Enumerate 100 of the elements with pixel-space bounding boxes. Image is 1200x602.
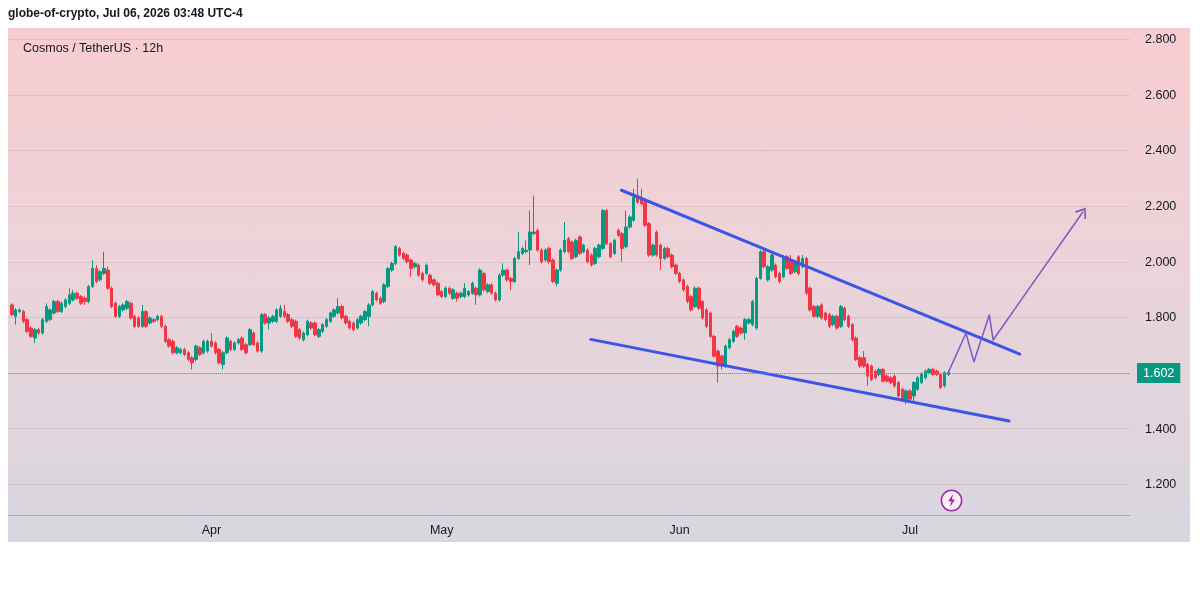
candlestick [455,291,459,303]
candlestick [908,388,912,402]
candlestick [118,304,121,319]
candlestick [148,315,152,326]
candlestick [739,325,743,336]
candlestick [313,320,317,337]
y-tick-label: 1.800 [1145,310,1177,325]
candlestick [194,344,198,362]
candlestick [831,314,835,327]
candlestick [870,363,873,382]
candlestick [471,281,474,296]
x-tick-label: Jun [669,522,690,537]
candlestick [486,282,490,294]
candlestick [137,315,140,329]
candlestick [263,312,267,326]
candlestick [417,262,420,278]
candlestick [141,304,144,329]
candlestick [375,291,378,303]
text: Cosmos / TetherUS · 12h [23,40,164,55]
candlestick [75,291,79,301]
candlestick [321,322,324,334]
candlestick [590,252,593,268]
candlestick [402,251,405,261]
candlestick [37,327,40,336]
candlestick [877,367,881,377]
candlestick [144,309,148,329]
candlestick [267,315,271,331]
candlestick [943,370,946,389]
x-tick-label: May [429,522,455,537]
candlestick [229,339,232,352]
candlestick [379,296,382,306]
candlestick [294,319,298,339]
y-tick-label: 1.400 [1145,421,1177,436]
candlestick [663,246,666,261]
y-tick-label: 2.200 [1145,199,1177,214]
candlestick [931,367,935,377]
candlestick [570,239,574,261]
candlestick [482,271,486,293]
candlestick [95,264,98,284]
candlestick [743,317,747,341]
candlestick [451,287,455,301]
candlestick [283,304,286,319]
candlestick [544,247,547,263]
candlestick [352,320,355,332]
candlestick [927,367,931,375]
y-tick-label: 2.000 [1145,254,1177,269]
candlestick [912,380,916,404]
candlestick [240,335,244,352]
candlestick [474,286,478,306]
candlestick [306,319,309,337]
candlestick [735,324,739,339]
candlestick [68,287,71,306]
candlestick [448,286,451,296]
candlestick [156,314,159,322]
y-tick-label: 1.200 [1145,477,1177,492]
ref-line-label: 1.602 [1143,366,1175,381]
candlestick [79,294,83,306]
candlestick [190,355,194,370]
candlestick [10,302,14,317]
candlestick [60,301,63,314]
candlestick [874,368,877,380]
y-tick-label: 2.600 [1145,87,1177,102]
y-tick-label: 2.800 [1145,32,1177,47]
candlestick [413,261,417,269]
candlestick [820,302,823,321]
y-tick-label: 2.400 [1145,143,1177,158]
candlestick [317,327,321,339]
candlestick [179,347,182,355]
candlestick [198,345,202,357]
candlestick [248,327,252,347]
x-tick-label: Apr [201,522,222,537]
candlestick [279,304,282,319]
candlestick [260,312,263,354]
candlestick [348,319,351,331]
candlestick [171,339,175,355]
candlestick [425,262,428,276]
candlestick [881,367,885,384]
candlestick [33,327,37,344]
candlestick [828,312,831,329]
candlestick [398,246,401,258]
candlestick [202,339,205,355]
candlestick [762,249,766,269]
candlestick [336,297,340,316]
candlestick [152,317,156,324]
candlestick [71,289,75,303]
candlestick [444,286,447,299]
candlestick [889,375,893,385]
candlestick [816,304,820,319]
candlestick [924,368,927,380]
candlestick [620,231,624,263]
candlestick [774,262,777,279]
candlestick [183,347,186,357]
candlestick [340,304,344,321]
candlestick [651,243,655,258]
candlestick [83,296,87,306]
candlestick [329,311,332,324]
candlestick [14,307,17,326]
candlestick [175,345,179,355]
candlestick [939,372,942,390]
x-tick-label: Jul [901,522,918,537]
